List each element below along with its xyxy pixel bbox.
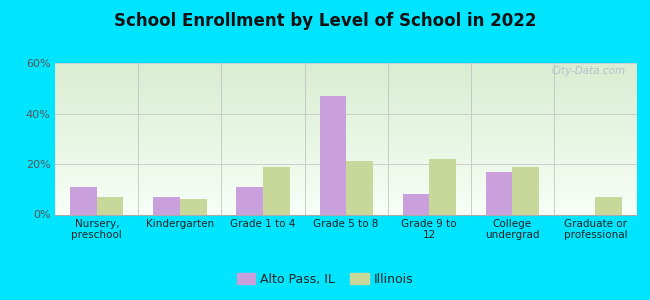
Bar <box>512 167 539 214</box>
Text: School Enrollment by Level of School in 2022: School Enrollment by Level of School in … <box>114 12 536 30</box>
Text: City-Data.com: City-Data.com <box>551 66 625 76</box>
Bar <box>70 187 97 214</box>
Bar <box>237 187 263 214</box>
Bar <box>320 96 346 214</box>
Bar <box>153 197 180 214</box>
Bar <box>402 194 429 214</box>
Bar <box>595 197 622 214</box>
Bar <box>346 161 372 214</box>
Bar <box>180 200 207 214</box>
Bar <box>263 167 290 214</box>
Bar <box>97 197 124 214</box>
Bar <box>486 172 512 214</box>
Legend: Alto Pass, IL, Illinois: Alto Pass, IL, Illinois <box>231 268 419 291</box>
Bar <box>429 159 456 214</box>
